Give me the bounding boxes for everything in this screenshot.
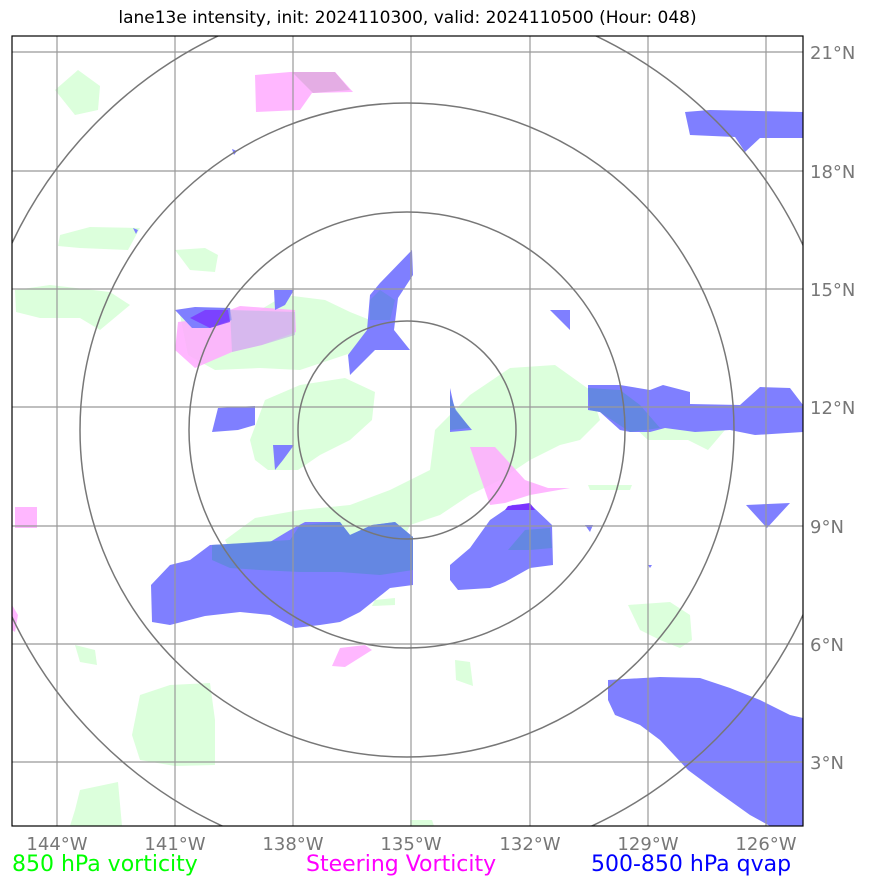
lon-label: 135°W [380, 834, 441, 855]
lat-label: 9°N [810, 517, 844, 538]
lat-label: 12°N [810, 398, 855, 419]
legend-qvap: 500-850 hPa qvap [591, 852, 792, 877]
legend-vorticity: 850 hPa vorticity [12, 852, 198, 877]
lat-label: 3°N [810, 753, 844, 774]
plot-frame [11, 35, 804, 827]
lat-label: 18°N [810, 162, 855, 183]
lat-label: 21°N [810, 43, 855, 64]
range-ring-3 [79, 102, 735, 758]
range-rings [12, 36, 803, 826]
lon-label: 141°W [144, 834, 205, 855]
lon-label: 144°W [26, 834, 87, 855]
lon-label: 129°W [617, 834, 678, 855]
overlap-fills [190, 72, 660, 575]
range-ring-1 [297, 320, 517, 540]
lon-label: 126°W [735, 834, 796, 855]
map-title: lane13e intensity, init: 2024110300, val… [118, 8, 697, 28]
range-ring-2 [188, 211, 626, 649]
lon-label: 132°W [499, 834, 560, 855]
legend-steering-vorticity: Steering Vorticity [306, 852, 497, 877]
graticule [12, 36, 803, 826]
lon-label: 138°W [262, 834, 323, 855]
lat-label: 15°N [810, 280, 855, 301]
lat-label: 6°N [810, 635, 844, 656]
